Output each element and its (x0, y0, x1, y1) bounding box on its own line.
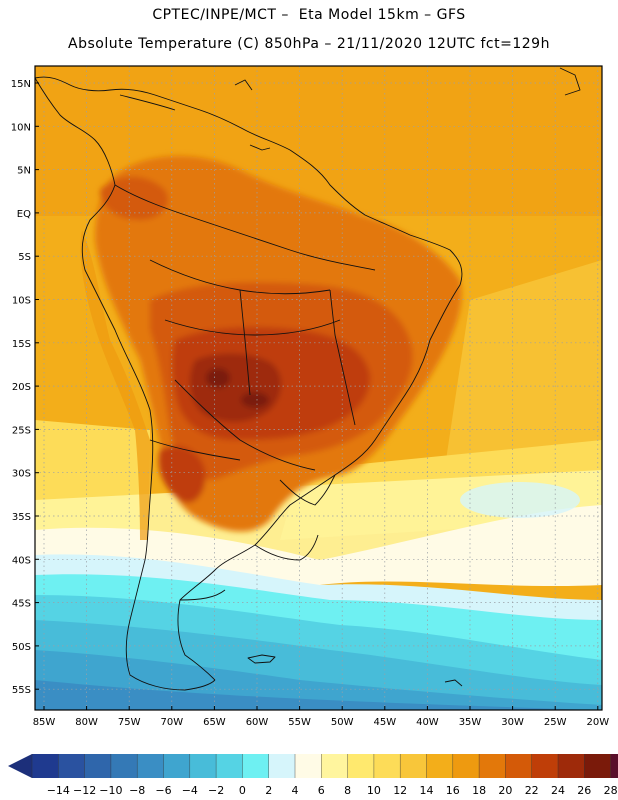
lat-label: 40S (12, 555, 31, 566)
colorbar-bin (531, 754, 559, 778)
colorbar-label: 22 (525, 784, 539, 797)
colorbar-bin (584, 754, 611, 778)
colorbar-label: −8 (129, 784, 145, 797)
lat-label: EQ (17, 209, 31, 220)
lat-label: 50S (12, 642, 31, 653)
lon-label: 40W (416, 717, 439, 728)
title-line-2: Absolute Temperature (C) 850hPa – 21/11/… (68, 36, 550, 52)
lat-lon-grid (35, 66, 602, 710)
colorbar-bin (505, 754, 532, 778)
colorbar-label: −14 (47, 784, 70, 797)
lon-label: 80W (75, 717, 98, 728)
map-frame (34, 65, 603, 711)
colorbar-label: −2 (208, 784, 224, 797)
colorbar-label: −4 (182, 784, 198, 797)
colorbar-bin (479, 754, 506, 778)
lat-label: 20S (12, 382, 31, 393)
lat-label: 10N (11, 122, 31, 133)
title-line-1: CPTEC/INPE/MCT – Eta Model 15km – GFS (152, 7, 466, 23)
lon-label: 60W (246, 717, 269, 728)
colorbar-bin (242, 754, 269, 778)
lon-label: 75W (118, 717, 141, 728)
colorbar-bin (347, 754, 375, 778)
lon-label: 65W (203, 717, 226, 728)
coastlines-and-borders (34, 67, 581, 691)
colorbar-label: 26 (577, 784, 591, 797)
lat-label: 10S (12, 296, 31, 307)
colorbar-label: 12 (393, 784, 407, 797)
colorbar-label: 6 (318, 784, 325, 797)
colorbar-label: 24 (551, 784, 565, 797)
longitude-labels: 85W 80W 75W 70W 65W 60W 55W 50W 45W 40W 35W 30W 25W 2… (33, 706, 609, 728)
lat-label: 35S (12, 512, 31, 523)
colorbar-label: 14 (420, 784, 434, 797)
lon-label: 50W (331, 717, 354, 728)
latitude-labels: 15N 10N 5N EQ 5S 10S 15S 20S 25S 30S 35S 40S 45S 50S 5… (11, 79, 39, 696)
lon-label: 70W (160, 717, 183, 728)
colorbar-bin (216, 754, 243, 778)
colorbar-label: 28 (604, 784, 618, 797)
colorbar-bin (58, 754, 85, 778)
colorbar-bin (84, 754, 112, 778)
colorbar-bin (452, 754, 480, 778)
colorbar-low-arrow (8, 754, 32, 778)
lat-label: 15N (11, 79, 31, 90)
colorbar-label: 16 (446, 784, 460, 797)
colorbar-bin (32, 754, 59, 778)
colorbar (8, 754, 618, 778)
lon-label: 25W (544, 717, 567, 728)
lat-label: 55S (12, 685, 31, 696)
lat-label: 15S (12, 339, 31, 350)
colorbar-label: 0 (239, 784, 246, 797)
colorbar-label: −6 (155, 784, 171, 797)
colorbar-label: −12 (73, 784, 96, 797)
colorbar-label: 18 (472, 784, 486, 797)
colorbar-label: −10 (99, 784, 122, 797)
lat-label: 5N (17, 166, 31, 177)
colorbar-bin (426, 754, 454, 778)
lon-label: 20W (586, 717, 609, 728)
colorbar-bin (321, 754, 348, 778)
lat-label: 5S (18, 252, 31, 263)
lat-label: 45S (12, 599, 31, 610)
lon-label: 30W (501, 717, 524, 728)
lon-label: 85W (33, 717, 56, 728)
colorbar-label: 8 (344, 784, 351, 797)
lat-label: 30S (12, 469, 31, 480)
colorbar-label: 20 (498, 784, 512, 797)
lon-label: 45W (373, 717, 396, 728)
colorbar-bin (137, 754, 164, 778)
colorbar-bin (189, 754, 217, 778)
colorbar-bin (558, 754, 585, 778)
colorbar-bin (295, 754, 322, 778)
lon-label: 35W (459, 717, 482, 728)
colorbar-bin (400, 754, 427, 778)
colorbar-labels: −14 −12 −10 −8 −6 −4 −2 0 2 4 6 8 10 12 14 16 18 20 22 24 26… (47, 784, 618, 797)
colorbar-label: 4 (292, 784, 299, 797)
colorbar-label: 2 (265, 784, 272, 797)
colorbar-bin (163, 754, 191, 778)
lat-label: 25S (12, 425, 31, 436)
temperature-field (35, 66, 602, 710)
colorbar-bin (373, 754, 401, 778)
colorbar-bin (610, 754, 618, 778)
colorbar-bin (268, 754, 296, 778)
colorbar-bin (110, 754, 138, 778)
lon-label: 55W (288, 717, 311, 728)
colorbar-label: 10 (367, 784, 381, 797)
